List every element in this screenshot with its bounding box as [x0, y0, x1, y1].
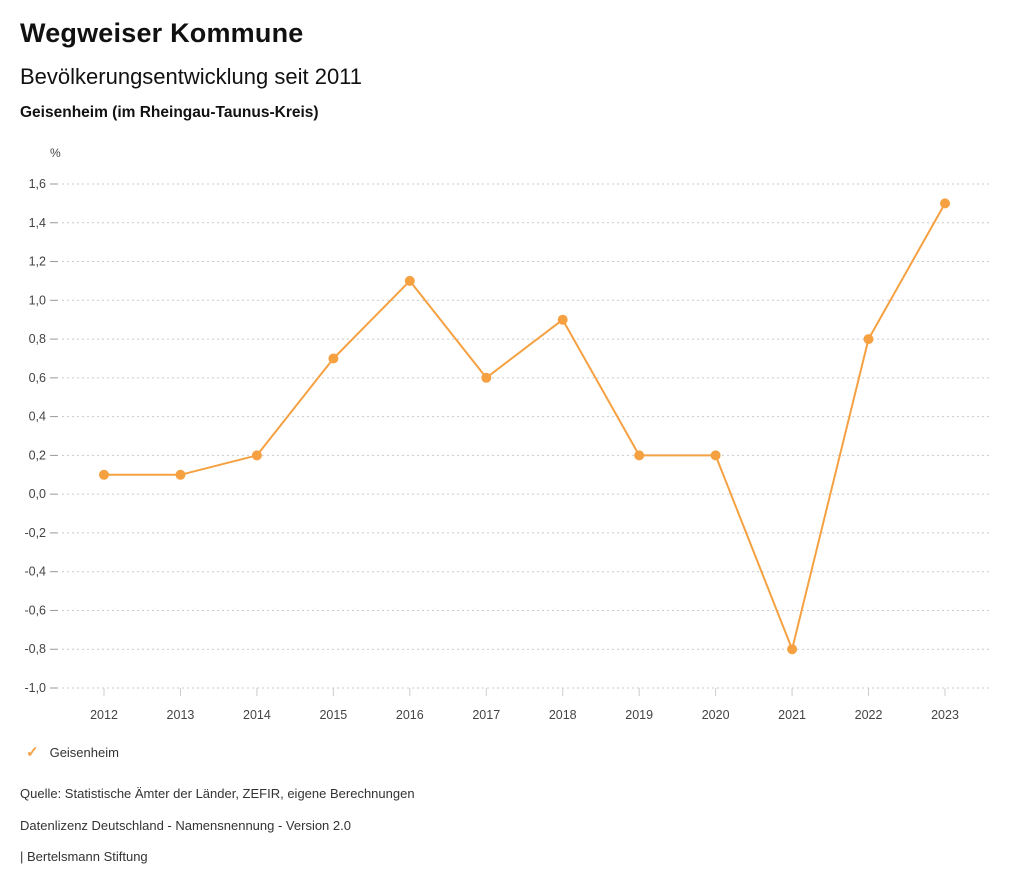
x-axis-label: 2016	[396, 708, 424, 722]
data-point[interactable]	[634, 450, 645, 461]
y-axis-label: 1,4	[29, 216, 46, 230]
data-point[interactable]	[481, 372, 492, 383]
data-point[interactable]	[710, 450, 721, 461]
y-axis-label: -0,8	[24, 642, 46, 656]
y-axis-label: 0,0	[29, 487, 46, 501]
y-axis-unit-label: %	[50, 146, 61, 160]
x-axis-label: 2017	[472, 708, 500, 722]
page-title: Wegweiser Kommune	[20, 18, 304, 48]
x-axis-label: 2015	[319, 708, 347, 722]
chart-subtitle-location: Geisenheim (im Rheingau-Taunus-Kreis)	[20, 104, 319, 121]
data-point[interactable]	[863, 334, 874, 345]
y-axis-label: -0,6	[24, 603, 46, 617]
x-axis-label: 2012	[90, 708, 118, 722]
license-text: Datenlizenz Deutschland - Namensnennung …	[20, 818, 351, 833]
check-icon: ✓	[26, 744, 39, 761]
data-point[interactable]	[404, 275, 415, 286]
y-axis-label: -1,0	[24, 681, 46, 695]
data-point[interactable]	[557, 314, 568, 325]
chart-title: Bevölkerungsentwicklung seit 2011	[20, 64, 363, 89]
y-axis-label: 0,2	[29, 448, 46, 462]
y-axis-label: 1,6	[29, 177, 46, 191]
legend-label: Geisenheim	[49, 745, 119, 760]
data-point[interactable]	[328, 353, 339, 364]
x-axis-label: 2018	[549, 708, 577, 722]
y-axis-label: -0,2	[24, 526, 46, 540]
x-axis-label: 2023	[931, 708, 959, 722]
x-axis-label: 2022	[855, 708, 883, 722]
legend-item-geisenheim[interactable]: ✓ Geisenheim	[26, 745, 119, 760]
x-axis-label: 2019	[625, 708, 653, 722]
y-axis-label: -0,4	[24, 565, 46, 579]
source-text: Quelle: Statistische Ämter der Länder, Z…	[20, 786, 415, 801]
x-axis-label: 2021	[778, 708, 806, 722]
attribution-text: | Bertelsmann Stiftung	[20, 849, 148, 864]
y-axis-label: 0,6	[29, 371, 46, 385]
y-axis-label: 1,2	[29, 255, 46, 269]
x-axis-label: 2020	[702, 708, 730, 722]
y-axis-label: 0,4	[29, 410, 46, 424]
y-axis-label: 1,0	[29, 293, 46, 307]
x-axis-label: 2013	[167, 708, 195, 722]
data-point[interactable]	[99, 469, 109, 480]
y-axis-label: 0,8	[29, 332, 46, 346]
series-line	[104, 202, 946, 651]
data-point[interactable]	[175, 469, 186, 480]
population-line-chart: 1,6 1,4 1,2 1,0 0,8 0,6 0,4 0,2 0,0 -0,2 -0,4 -0,6 -…	[24, 177, 992, 722]
x-axis-label: 2014	[243, 708, 271, 722]
data-point[interactable]	[251, 450, 262, 461]
data-point[interactable]	[787, 644, 798, 655]
data-point[interactable]	[940, 198, 950, 209]
